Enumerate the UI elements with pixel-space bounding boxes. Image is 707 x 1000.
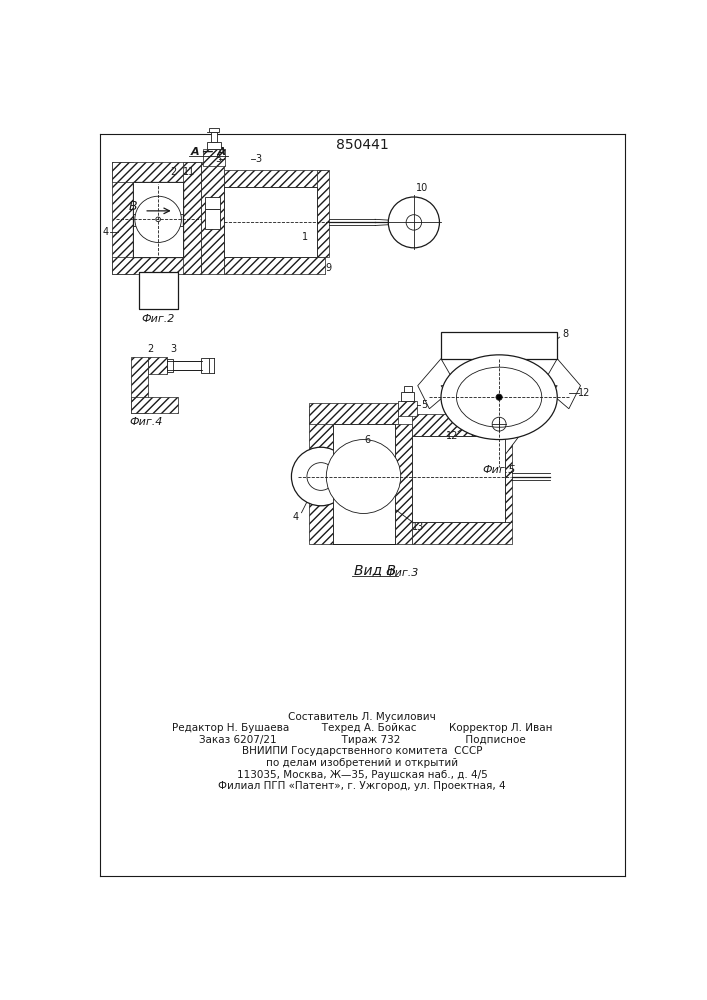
Bar xyxy=(309,409,332,544)
Text: 7: 7 xyxy=(233,233,239,243)
Polygon shape xyxy=(441,386,557,463)
Bar xyxy=(148,357,168,374)
Text: 10: 10 xyxy=(416,183,428,193)
Bar xyxy=(411,436,505,522)
Text: 15: 15 xyxy=(150,286,162,296)
Text: 11: 11 xyxy=(183,167,195,177)
Text: Вид В: Вид В xyxy=(354,563,396,577)
Text: 12: 12 xyxy=(578,388,590,398)
Circle shape xyxy=(156,217,160,222)
Text: Филиал ПГП «Патент», г. Ужгород, ул. Проектная, 4: Филиал ПГП «Патент», г. Ужгород, ул. Про… xyxy=(218,781,506,791)
Text: Фиг.5: Фиг.5 xyxy=(482,465,516,475)
Text: 12: 12 xyxy=(230,220,242,230)
Bar xyxy=(201,162,224,274)
Bar xyxy=(183,162,201,274)
Bar xyxy=(395,424,411,544)
Text: В: В xyxy=(129,200,138,213)
Text: ВНИИПИ Государственного комитета  СССР: ВНИИПИ Государственного комитета СССР xyxy=(242,746,482,756)
Text: Фиг.2: Фиг.2 xyxy=(141,314,175,324)
Text: Редактор Н. Бушаева          Техред А. Бойкас          Корректор Л. Иван: Редактор Н. Бушаева Техред А. Бойкас Кор… xyxy=(172,723,552,733)
Text: 2: 2 xyxy=(147,344,153,354)
Text: 850441: 850441 xyxy=(336,138,388,152)
Bar xyxy=(309,403,398,424)
Text: 3: 3 xyxy=(170,344,177,354)
Bar xyxy=(204,197,220,209)
Text: 13: 13 xyxy=(411,522,424,532)
Bar xyxy=(308,463,321,490)
Text: Фиг.4: Фиг.4 xyxy=(130,417,163,427)
Polygon shape xyxy=(542,359,580,409)
Text: 4: 4 xyxy=(292,512,298,522)
Circle shape xyxy=(496,394,502,400)
Text: 2: 2 xyxy=(170,167,177,177)
Text: 1: 1 xyxy=(303,232,308,242)
Text: 8: 8 xyxy=(233,197,239,207)
Text: 9: 9 xyxy=(325,263,332,273)
Bar xyxy=(224,257,325,274)
Text: 6: 6 xyxy=(364,435,370,445)
Bar xyxy=(398,401,417,416)
Circle shape xyxy=(135,196,182,242)
Bar xyxy=(404,386,411,392)
Text: 4: 4 xyxy=(103,227,108,237)
Text: 5: 5 xyxy=(421,400,427,410)
Bar xyxy=(168,361,202,370)
Polygon shape xyxy=(457,386,542,455)
Bar xyxy=(441,332,557,359)
Bar xyxy=(211,132,217,142)
Bar xyxy=(207,142,221,149)
Bar xyxy=(139,272,177,309)
Bar xyxy=(134,182,183,214)
Text: по делам изобретений и открытий: по делам изобретений и открытий xyxy=(266,758,458,768)
Bar xyxy=(411,522,513,544)
Text: Фиг.3: Фиг.3 xyxy=(385,568,419,578)
Circle shape xyxy=(291,447,351,506)
Text: 6: 6 xyxy=(233,209,239,219)
Ellipse shape xyxy=(441,355,557,440)
Bar xyxy=(204,209,220,229)
Bar xyxy=(131,397,177,413)
Text: Заказ 6207/21                    Тираж 732                    Подписное: Заказ 6207/21 Тираж 732 Подписное xyxy=(199,735,525,745)
Bar xyxy=(134,182,183,257)
Bar xyxy=(112,162,201,182)
Bar xyxy=(402,392,414,401)
Bar xyxy=(131,357,148,413)
Text: 3: 3 xyxy=(256,153,262,163)
Bar xyxy=(170,272,177,309)
Bar xyxy=(112,257,201,274)
Bar xyxy=(224,187,317,257)
Bar xyxy=(505,436,513,522)
Bar xyxy=(317,170,329,257)
Text: А — А: А — А xyxy=(190,147,226,157)
Text: 8: 8 xyxy=(562,329,568,339)
Bar xyxy=(112,162,134,274)
Bar xyxy=(203,149,225,166)
Circle shape xyxy=(327,440,401,513)
Text: 5: 5 xyxy=(216,153,222,163)
Ellipse shape xyxy=(457,367,542,427)
Bar xyxy=(139,272,146,309)
Bar xyxy=(201,358,209,373)
Bar xyxy=(167,359,173,372)
Text: Составитель Л. Мусилович: Составитель Л. Мусилович xyxy=(288,712,436,722)
Bar xyxy=(332,424,395,544)
Circle shape xyxy=(307,463,335,490)
Bar xyxy=(411,414,513,436)
Bar xyxy=(134,226,183,257)
Text: 113035, Москва, Ж—35, Раушская наб., д. 4/5: 113035, Москва, Ж—35, Раушская наб., д. … xyxy=(237,770,487,780)
Text: 12: 12 xyxy=(446,431,459,441)
Bar xyxy=(224,170,325,187)
Bar xyxy=(209,128,219,132)
Polygon shape xyxy=(418,359,457,409)
